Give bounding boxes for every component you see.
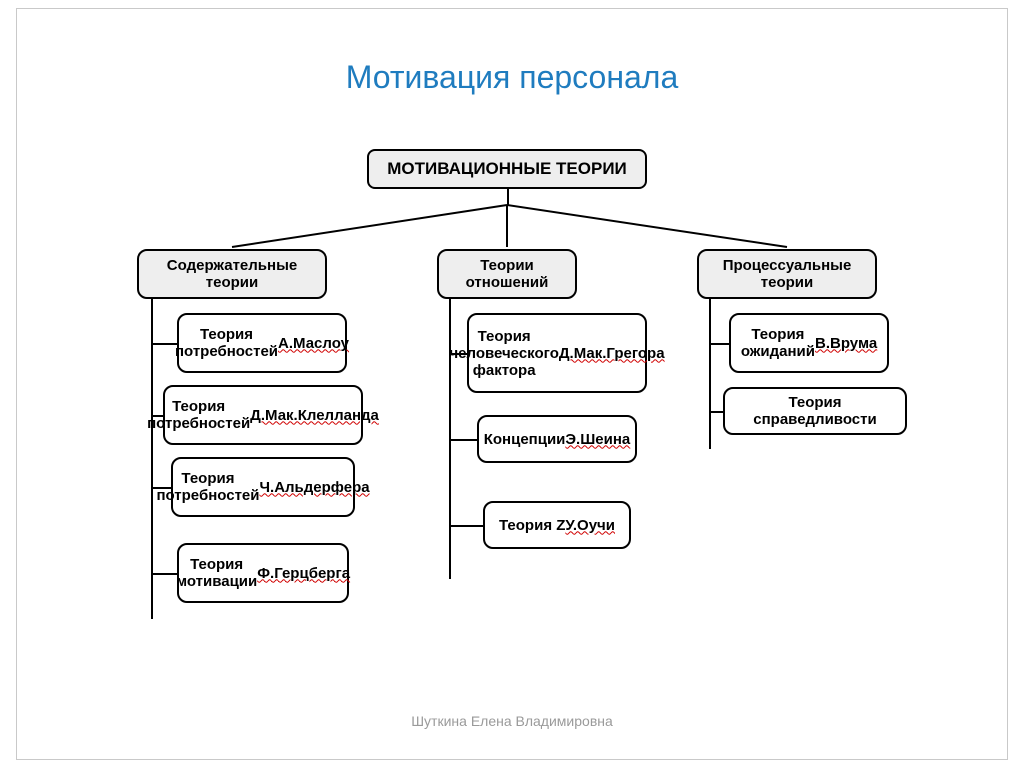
leaf-node: ТеорияпотребностейЧ.Альдерфера — [171, 457, 355, 517]
connector-line — [151, 343, 177, 345]
leaf-node: Теория ZУ.Оучи — [483, 501, 631, 549]
slide-frame: Мотивация персонала МОТИВАЦИОННЫЕ ТЕОРИИ… — [16, 8, 1008, 760]
category-node-process: Процессуальныетеории — [697, 249, 877, 299]
connector-line — [709, 343, 729, 345]
org-chart: МОТИВАЦИОННЫЕ ТЕОРИИСодержательныетеории… — [17, 149, 1007, 699]
leaf-node: ТеориячеловеческогофактораД.Мак.Грегора — [467, 313, 647, 393]
connector-line — [151, 573, 177, 575]
connector-line — [449, 525, 483, 527]
leaf-node: ТеорияпотребностейА.Маслоу — [177, 313, 347, 373]
leaf-node: Теориясправедливости — [723, 387, 907, 435]
leaf-node: ТеориямотивацииФ.Герцберга — [177, 543, 349, 603]
leaf-node: ТеорияпотребностейД.Мак.Клелланда — [163, 385, 363, 445]
connector-line — [709, 299, 711, 449]
leaf-node: КонцепцииЭ.Шеина — [477, 415, 637, 463]
leaf-node: ТеорияожиданийВ.Врума — [729, 313, 889, 373]
category-node-relations: Теорииотношений — [437, 249, 577, 299]
connector-line — [709, 411, 723, 413]
connector-line — [151, 299, 153, 619]
connector-line — [449, 439, 477, 441]
slide-title: Мотивация персонала — [17, 59, 1007, 96]
category-node-content: Содержательныетеории — [137, 249, 327, 299]
slide-footer: Шуткина Елена Владимировна — [17, 713, 1007, 729]
